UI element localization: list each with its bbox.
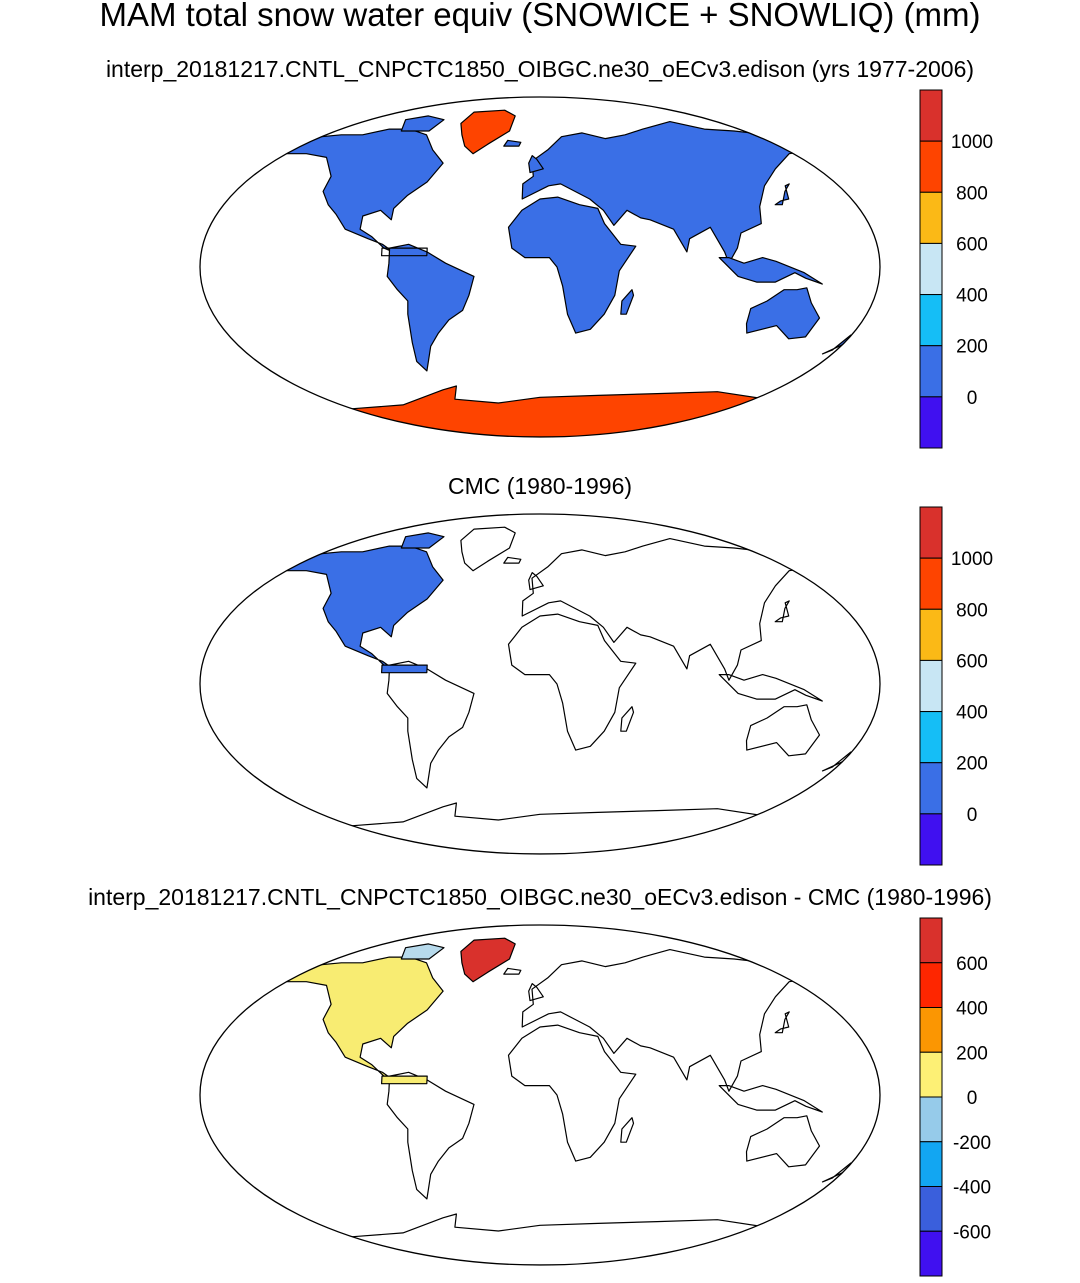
map-land-layer [282, 937, 855, 1265]
panel-2-title: CMC (1980-1996) [447, 473, 633, 499]
land-madagascar [620, 1117, 635, 1143]
land-australia [745, 287, 821, 340]
land-south-america [386, 660, 475, 789]
colorbar-label: 0 [967, 805, 978, 826]
land-indonesia [718, 257, 823, 285]
colorbar-swatch [919, 242, 943, 296]
land-eurasia [521, 121, 817, 264]
land-iceland [503, 556, 522, 564]
colorbar-swatch [919, 813, 943, 866]
colorbar-swatch [919, 762, 943, 815]
panel-3-title: interp_20181217.CNTL_CNPCTC1850_OIBGC.ne… [88, 884, 992, 910]
colorbar-swatch [919, 557, 943, 610]
map-frame [199, 96, 881, 438]
panel-3-map: 600 400 200 0 -200 -400 -600 [199, 917, 991, 1277]
land-australia [745, 704, 821, 757]
land-south-america [386, 243, 475, 372]
colorbar-swatch [919, 294, 943, 347]
land-indonesia [718, 674, 823, 702]
land-iceland [503, 139, 522, 147]
land-iceland [503, 967, 522, 975]
colorbar-label: 200 [956, 1043, 988, 1064]
colorbar-label: 600 [956, 954, 988, 975]
colorbar-swatch [919, 506, 943, 559]
land-madagascar [620, 706, 635, 732]
land-greenland [460, 109, 516, 155]
colorbar-swatch [919, 1186, 943, 1232]
colorbar-swatch [919, 1141, 943, 1187]
colorbar-label: -200 [953, 1133, 991, 1154]
colorbar-swatch [919, 659, 943, 713]
colorbar-label: 200 [956, 337, 988, 358]
colorbar-label: 1000 [951, 132, 993, 153]
colorbar-swatch [919, 711, 943, 764]
colorbar-label: 0 [967, 388, 978, 409]
land-africa [507, 613, 637, 751]
land-uk [528, 983, 544, 1002]
colorbar-label: 800 [956, 600, 988, 621]
colorbar-label: 600 [956, 651, 988, 672]
land-indonesia [718, 1085, 823, 1113]
colorbar-swatch [919, 1096, 943, 1143]
colorbar-label: 200 [956, 754, 988, 775]
land-japan [774, 600, 790, 623]
land-antarctica [299, 385, 781, 437]
colorbar-label: 400 [956, 286, 988, 307]
map-frame [199, 513, 881, 855]
land-greenland [460, 937, 516, 983]
land-australia [745, 1115, 821, 1168]
colorbar-swatch [919, 345, 943, 398]
land-newfoundland-islands [400, 532, 445, 549]
land-madagascar [620, 289, 635, 315]
colorbar: 1000 800 600 400 200 0 [919, 89, 993, 449]
land-africa [507, 196, 637, 334]
land-japan [774, 183, 790, 206]
colorbar-swatch [919, 608, 943, 661]
land-newfoundland-islands [400, 943, 445, 960]
land-newfoundland-islands [400, 115, 445, 132]
panel-1-title: interp_20181217.CNTL_CNPCTC1850_OIBGC.ne… [105, 56, 975, 82]
colorbar-label: -400 [953, 1178, 991, 1199]
land-north-america [282, 545, 444, 670]
colorbar-swatch [919, 140, 943, 193]
colorbar-swatch [919, 917, 943, 964]
colorbar-swatch [919, 1007, 943, 1053]
colorbar-label: -600 [953, 1222, 991, 1243]
colorbar: 600 400 200 0 -200 -400 -600 [919, 917, 991, 1277]
land-africa [507, 1024, 637, 1162]
land-eurasia [521, 949, 817, 1092]
panel-2-map: 1000 800 600 400 200 0 [199, 506, 993, 866]
land-caribbean-strip [381, 1075, 428, 1085]
colorbar-label: 0 [967, 1088, 978, 1109]
colorbar: 1000 800 600 400 200 0 [919, 506, 993, 866]
land-japan [774, 1011, 790, 1034]
panel-1-map: 1000 800 600 400 200 0 [199, 89, 993, 449]
colorbar-swatch [919, 1230, 943, 1277]
colorbar-swatch [919, 396, 943, 449]
land-eurasia [521, 538, 817, 681]
colorbar-swatch [919, 962, 943, 1008]
colorbar-label: 1000 [951, 549, 993, 570]
map-frame [199, 924, 881, 1266]
main-title: MAM total snow water equiv (SNOWICE + SN… [99, 0, 981, 33]
land-caribbean-strip [381, 664, 428, 674]
land-caribbean-strip [381, 247, 428, 257]
land-greenland [460, 526, 516, 572]
land-antarctica [299, 802, 781, 854]
colorbar-label: 400 [956, 999, 988, 1020]
land-uk [528, 155, 544, 174]
colorbar-label: 400 [956, 703, 988, 724]
land-north-america [282, 128, 444, 253]
colorbar-swatch [919, 191, 943, 244]
map-land-layer [282, 526, 855, 854]
map-land-layer [282, 109, 855, 437]
land-uk [528, 572, 544, 591]
colorbar-label: 800 [956, 183, 988, 204]
colorbar-swatch [919, 1051, 943, 1098]
land-south-america [386, 1071, 475, 1200]
land-north-america [282, 956, 444, 1081]
colorbar-label: 600 [956, 234, 988, 255]
colorbar-swatch [919, 89, 943, 142]
land-antarctica [299, 1213, 781, 1265]
